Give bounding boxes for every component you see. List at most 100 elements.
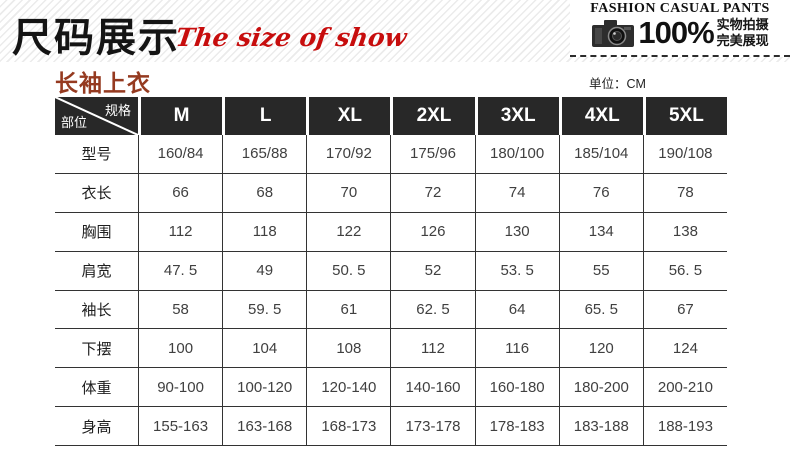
table-cell: 108 (306, 329, 390, 368)
table-cell: 90-100 (138, 368, 222, 407)
fashion-badge: FASHION CASUAL PANTS 100% 实物拍摄 (570, 0, 790, 57)
fashion-row: 100% 实物拍摄 完美展现 (570, 17, 790, 48)
diagonal-line-icon (55, 97, 138, 135)
table-cell: 53. 5 (474, 251, 559, 290)
table-cell: 72 (390, 173, 474, 212)
table-cell: 68 (222, 173, 306, 212)
row-label: 体重 (81, 379, 112, 397)
table-cell: 59. 5 (222, 290, 306, 329)
table-cell: 173-178 (390, 407, 474, 446)
table-cell: 170/92 (306, 135, 390, 173)
table-cell: 78 (642, 173, 727, 212)
table-cell: 185/104 (558, 135, 643, 173)
table-cell: 50. 5 (306, 251, 390, 290)
table-row: 下摆 100 104 108 112 116 120 124 (55, 329, 727, 369)
table-cell: 64 (474, 290, 559, 329)
table-cell: 116 (474, 329, 559, 368)
table-row: 体重 90-100 100-120 120-140 140-160 160-180 180-… (55, 368, 727, 408)
table-body: 型号 160/84 165/88 170/92 175/96 180/100 185/104… (55, 135, 727, 447)
table-cell: 180/100 (474, 135, 559, 173)
table-header-row: 规格 部位 M L XL 2XL 3XL 4XL 5XL (55, 97, 727, 135)
table-row: 型号 160/84 165/88 170/92 175/96 180/100 185/104… (55, 135, 727, 174)
size-table: 规格 部位 M L XL 2XL 3XL 4XL 5XL 型号 160/84 165/88 170… (55, 97, 727, 447)
size-header-cell: 2XL (393, 97, 475, 135)
table-cell: 168-173 (306, 407, 390, 446)
table-cell: 104 (222, 329, 306, 368)
table-cell: 165/88 (222, 135, 306, 173)
row-label: 身高 (81, 418, 112, 436)
row-label: 型号 (81, 146, 112, 164)
table-cell: 112 (390, 329, 474, 368)
table-cell: 160/84 (138, 135, 222, 173)
table-cell: 100-120 (222, 368, 306, 407)
table-row: 肩宽 47. 5 49 50. 5 52 53. 5 55 56. 5 (55, 251, 727, 291)
corner-spec-label: 规格 (104, 103, 131, 118)
table-cell: 100 (138, 329, 222, 368)
table-cell: 126 (390, 212, 474, 251)
row-label: 袖长 (81, 302, 112, 319)
banner: 尺码展示 The size of show FASHION CASUAL PAN… (0, 0, 790, 62)
size-header-cell: L (225, 97, 307, 135)
size-header-cell: XL (309, 97, 391, 135)
tagline: 实物拍摄 完美展现 (717, 17, 769, 48)
table-cell: 76 (558, 173, 643, 212)
table-cell: 122 (306, 212, 390, 251)
camera-icon (591, 18, 635, 48)
table-cell: 188-193 (642, 407, 727, 446)
row-label: 胸围 (81, 224, 112, 242)
table-cell: 190/108 (642, 135, 727, 173)
table-cell: 74 (474, 173, 559, 212)
table-cell: 66 (138, 173, 222, 212)
table-cell: 55 (558, 251, 643, 290)
fashion-heading: FASHION CASUAL PANTS (590, 1, 770, 16)
page-subtitle: The size of show (173, 23, 409, 52)
table-row: 袖长 58 59. 5 61 62. 5 64 65. 5 67 (55, 290, 727, 330)
row-label: 下摆 (81, 340, 112, 358)
table-cell: 138 (642, 212, 727, 251)
page-title: 尺码展示 (12, 16, 180, 60)
table-cell: 120 (558, 329, 643, 368)
table-corner-cell: 规格 部位 (55, 97, 138, 135)
table-cell: 118 (222, 212, 306, 251)
table-cell: 183-188 (558, 407, 643, 446)
size-header-cell: 3XL (477, 97, 559, 135)
table-cell: 163-168 (222, 407, 306, 446)
tagline-line2: 完美展现 (716, 32, 769, 48)
table-cell: 155-163 (138, 407, 222, 446)
row-label: 肩宽 (81, 263, 112, 281)
table-row: 衣长 66 68 70 72 74 76 78 (55, 173, 727, 213)
table-cell: 175/96 (390, 135, 474, 173)
table-row: 胸围 112 118 122 126 130 134 138 (55, 212, 727, 252)
table-row: 身高 155-163 163-168 168-173 173-178 178-183 183… (55, 407, 727, 447)
section-title: 长袖上衣 (55, 71, 151, 96)
table-cell: 67 (642, 290, 727, 329)
table-cell: 178-183 (474, 407, 559, 446)
table-cell: 112 (138, 212, 222, 251)
table-cell: 61 (306, 290, 390, 329)
size-header-cell: M (141, 97, 223, 135)
table-cell: 56. 5 (642, 251, 727, 290)
table-cell: 47. 5 (138, 251, 222, 290)
size-header-cell: 4XL (561, 97, 643, 135)
corner-part-label: 部位 (61, 115, 88, 130)
table-cell: 120-140 (306, 368, 390, 407)
table-cell: 52 (390, 251, 474, 290)
table-cell: 134 (558, 212, 643, 251)
table-cell: 62. 5 (390, 290, 474, 329)
table-cell: 58 (138, 290, 222, 329)
table-cell: 180-200 (558, 368, 643, 407)
tagline-line1: 实物拍摄 (716, 17, 769, 32)
table-cell: 130 (474, 212, 559, 251)
row-label: 衣长 (81, 185, 112, 203)
table-cell: 70 (306, 173, 390, 212)
table-cell: 124 (642, 329, 727, 368)
unit-label: 单位：CM (589, 77, 646, 91)
table-cell: 160-180 (474, 368, 559, 407)
table-cell: 49 (222, 251, 306, 290)
table-cell: 200-210 (642, 368, 727, 407)
percent-badge: 100% (638, 15, 714, 51)
table-cell: 140-160 (390, 368, 474, 407)
size-header-cell: 5XL (645, 97, 727, 135)
table-cell: 65. 5 (558, 290, 643, 329)
